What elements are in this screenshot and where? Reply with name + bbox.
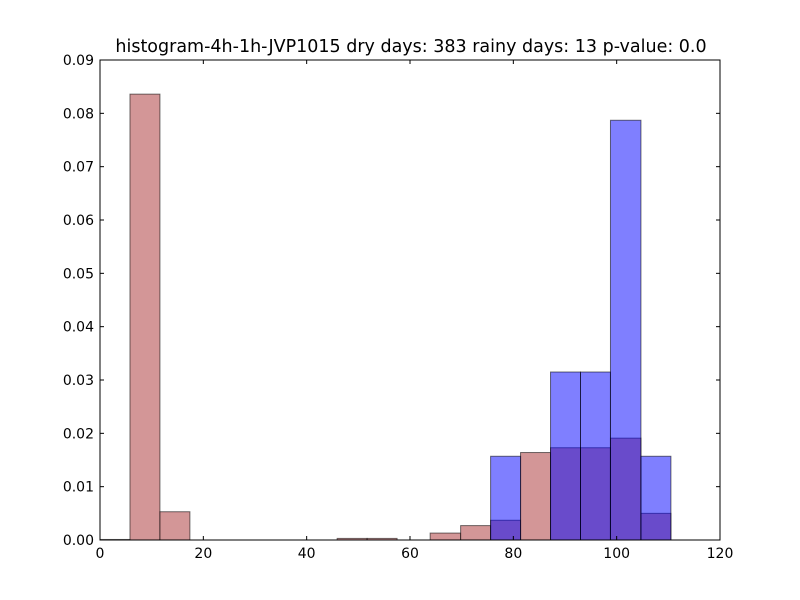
y-tick-label: 0.08: [63, 106, 94, 122]
histogram-bar-s0-5: [429, 532, 462, 541]
histogram-bar-s1-2: [580, 371, 611, 541]
chart-title: histogram-4h-1h-JVP1015 dry days: 383 ra…: [115, 37, 706, 57]
histogram-bar-s0-8: [520, 452, 552, 541]
y-tick-label: 0.05: [63, 266, 94, 282]
histogram-bar-s1-1: [550, 371, 581, 541]
y-tick-label: 0.04: [63, 320, 94, 336]
x-tick-label: 60: [401, 546, 419, 562]
histogram-bar-s1-3: [609, 119, 642, 541]
histogram-bar-s0-6: [460, 525, 492, 541]
ticks-layer: 0 20 40 60 80 100 120 0.00 0.01 0.02 0.03 0.04 0.05 0…: [63, 53, 734, 562]
y-tick-label: 0.01: [63, 480, 94, 496]
y-tick-label: 0.06: [63, 213, 94, 229]
histogram-bar-s0-1: [129, 93, 161, 541]
x-tick-label: 20: [194, 546, 212, 562]
histogram-bar-s0-2: [159, 511, 191, 541]
y-tick-label: 0.07: [63, 160, 94, 176]
y-tick-label: 0.09: [63, 53, 94, 69]
x-tick-label: 100: [603, 546, 630, 562]
y-tick-label: 0.03: [63, 373, 94, 389]
y-tick-label: 0.02: [63, 426, 94, 442]
y-tick-label: 0.00: [63, 533, 94, 549]
x-tick-label: 40: [298, 546, 316, 562]
x-tick-label: 80: [504, 546, 522, 562]
bars-layer: [99, 93, 672, 541]
x-tick-label: 120: [707, 546, 734, 562]
histogram-bar-s1-4: [640, 455, 672, 541]
x-tick-label: 0: [96, 546, 105, 562]
histogram-bar-s1-0: [490, 455, 522, 541]
